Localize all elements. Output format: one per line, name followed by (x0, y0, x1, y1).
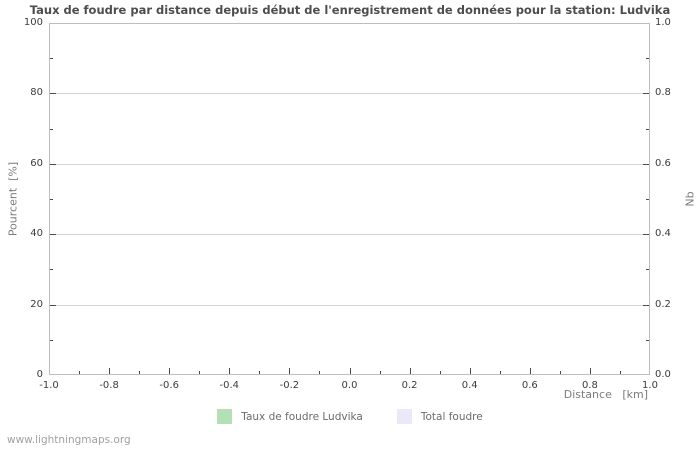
y-tick-label-right: 1.0 (655, 17, 671, 28)
y-tick-mark (643, 234, 649, 236)
gridline (50, 234, 649, 236)
x-tick-label: 0.6 (521, 380, 538, 391)
y-tick-mark (50, 93, 56, 95)
y-tick-mark (646, 339, 649, 341)
x-tick-mark (169, 368, 171, 374)
y-tick-mark (643, 304, 649, 306)
legend-item-taux-de-foudre: Taux de foudre Ludvika (217, 409, 363, 424)
y-tick-mark (50, 234, 56, 236)
y-tick-mark (50, 58, 53, 60)
x-tick-label: 0.8 (581, 380, 598, 391)
y-tick-label-right: 0.8 (655, 87, 671, 99)
gridline (50, 93, 649, 95)
footer-link[interactable]: www.lightningmaps.org (7, 434, 131, 446)
plot-area (49, 23, 650, 375)
y-tick-mark (646, 128, 649, 130)
x-tick-mark (109, 368, 111, 374)
y-tick-mark (50, 339, 53, 341)
x-tick-mark (439, 371, 441, 374)
x-tick-mark (469, 368, 471, 374)
y-tick-mark (643, 163, 649, 165)
x-tick-mark (259, 371, 261, 374)
y-tick-label-left: 40 (30, 228, 43, 240)
y-tick-mark (50, 304, 56, 306)
x-tick-label: -0.4 (219, 380, 240, 391)
x-tick-label: -0.6 (159, 380, 179, 391)
x-tick-label: 1.0 (642, 380, 658, 391)
x-tick-label: -0.2 (279, 380, 300, 391)
y-tick-label-right: 0.6 (655, 157, 671, 169)
x-tick-mark (199, 371, 201, 374)
y-tick-label-left: 60 (30, 157, 43, 169)
x-tick-label: -1.0 (39, 380, 59, 391)
x-tick-mark (289, 368, 291, 374)
x-tick-label: -0.8 (99, 380, 119, 391)
x-axis-label: Distance [km] (563, 388, 648, 401)
gridline (50, 304, 649, 306)
y-tick-label-left: 80 (30, 87, 43, 99)
x-tick-label: 0.2 (401, 380, 418, 391)
y-tick-label-right: 0.2 (655, 298, 671, 310)
y-tick-label-right: 0.4 (655, 228, 671, 240)
legend: Taux de foudre Ludvika Total foudre (0, 409, 700, 424)
y-tick-label-left: 0 (36, 369, 43, 380)
legend-label: Total foudre (420, 410, 483, 423)
x-tick-mark (589, 368, 591, 374)
x-tick-mark (319, 371, 321, 374)
legend-swatch-lavender (396, 409, 412, 424)
y-tick-mark (50, 128, 53, 130)
legend-item-total-foudre: Total foudre (396, 409, 483, 424)
x-tick-mark (79, 371, 81, 374)
x-tick-mark (409, 368, 411, 374)
x-tick-mark (499, 371, 501, 374)
y-tick-mark (646, 199, 649, 200)
x-tick-mark (559, 371, 561, 374)
x-tick-mark (349, 368, 351, 374)
x-tick-mark (229, 368, 231, 374)
y-tick-mark (646, 58, 649, 60)
y-tick-mark (50, 163, 56, 165)
y-tick-mark (646, 269, 649, 271)
gridline (50, 163, 649, 165)
y-tick-mark (50, 199, 53, 200)
y-axis-label-left: Pourcent [%] (6, 161, 20, 237)
y-tick-mark (643, 93, 649, 95)
x-tick-mark (379, 371, 381, 374)
y-tick-label-left: 100 (23, 17, 43, 28)
y-tick-label-left: 20 (30, 298, 43, 310)
x-tick-label: 0.0 (341, 380, 358, 391)
y-axis-label-right: Nb (683, 191, 697, 207)
x-tick-mark (619, 371, 621, 374)
x-tick-mark (139, 371, 141, 374)
y-tick-mark (50, 269, 53, 271)
y-tick-label-right: 0.0 (655, 369, 671, 380)
chart-title: Taux de foudre par distance depuis début… (29, 3, 671, 17)
x-tick-label: 0.4 (461, 380, 478, 391)
legend-swatch-green (217, 409, 233, 424)
legend-label: Taux de foudre Ludvika (241, 410, 363, 423)
x-tick-mark (529, 368, 531, 374)
